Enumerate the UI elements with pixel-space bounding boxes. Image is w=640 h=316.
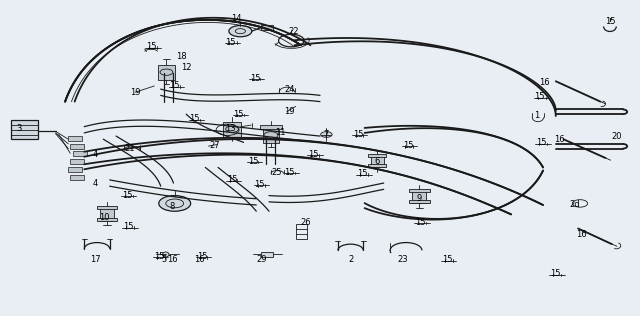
Bar <box>296 224 307 240</box>
Text: 15: 15 <box>146 42 156 51</box>
Bar <box>97 217 117 221</box>
Text: 13: 13 <box>225 124 236 133</box>
Bar <box>157 65 175 80</box>
Text: 15: 15 <box>442 255 452 264</box>
Text: 16: 16 <box>554 135 564 144</box>
Bar <box>70 159 84 164</box>
Text: 15: 15 <box>225 38 236 46</box>
Text: 2: 2 <box>348 255 353 264</box>
Text: 9: 9 <box>416 194 421 203</box>
Bar <box>412 190 426 204</box>
Bar <box>100 208 114 221</box>
Text: 15: 15 <box>170 82 180 90</box>
Text: 16: 16 <box>167 255 177 264</box>
Text: 15: 15 <box>284 167 294 177</box>
Bar <box>262 127 279 143</box>
Bar <box>409 200 429 204</box>
Text: 6: 6 <box>374 157 380 166</box>
Text: 7: 7 <box>324 130 329 139</box>
Text: 19: 19 <box>284 106 294 116</box>
Text: 4: 4 <box>93 150 99 159</box>
Text: 15: 15 <box>250 74 260 82</box>
Bar <box>11 120 38 139</box>
Bar <box>369 164 387 167</box>
Text: 15: 15 <box>197 252 207 261</box>
Text: 17: 17 <box>90 255 101 264</box>
Text: 25: 25 <box>271 167 282 177</box>
Bar <box>73 151 87 156</box>
Circle shape <box>229 26 252 37</box>
Circle shape <box>321 132 332 137</box>
Text: 15: 15 <box>154 252 164 261</box>
Bar <box>223 122 241 137</box>
Text: 15: 15 <box>122 191 133 200</box>
Text: 3: 3 <box>17 124 22 133</box>
Bar <box>68 136 83 141</box>
Text: 15: 15 <box>189 114 200 123</box>
Text: 23: 23 <box>397 255 408 264</box>
Text: 22: 22 <box>288 27 298 36</box>
Text: 10: 10 <box>99 213 110 222</box>
Text: 15: 15 <box>227 175 237 185</box>
Circle shape <box>159 196 191 211</box>
Text: 16: 16 <box>539 78 550 87</box>
Text: 2d: 2d <box>570 200 580 210</box>
Text: 14: 14 <box>230 14 241 23</box>
Text: 15: 15 <box>248 157 259 166</box>
Text: 21: 21 <box>125 144 135 153</box>
Bar <box>260 125 282 129</box>
Text: 12: 12 <box>181 63 191 72</box>
Text: 20: 20 <box>611 131 621 141</box>
Text: 29: 29 <box>256 255 267 264</box>
Text: 5: 5 <box>161 255 166 264</box>
Bar <box>70 143 84 149</box>
Text: 15: 15 <box>403 141 413 150</box>
Text: 15: 15 <box>353 130 364 139</box>
Text: 15: 15 <box>534 92 545 101</box>
Text: 11: 11 <box>275 128 285 137</box>
Ellipse shape <box>163 252 169 257</box>
Bar <box>97 206 117 210</box>
Text: 16: 16 <box>576 230 587 239</box>
Bar <box>409 189 429 192</box>
Bar <box>70 175 84 180</box>
Bar <box>261 25 273 30</box>
Text: 19: 19 <box>130 88 140 97</box>
Text: 16: 16 <box>194 255 204 264</box>
Text: 15: 15 <box>254 180 265 189</box>
Text: 15: 15 <box>358 169 368 178</box>
Text: 15: 15 <box>124 222 134 231</box>
Text: 15: 15 <box>308 150 319 159</box>
Text: 1: 1 <box>534 111 540 120</box>
Text: 15: 15 <box>536 138 547 148</box>
Text: 15: 15 <box>550 270 561 278</box>
Text: 8: 8 <box>170 202 175 211</box>
Bar <box>261 252 273 257</box>
Text: 18: 18 <box>176 52 186 61</box>
Text: 26: 26 <box>301 218 311 227</box>
Bar <box>371 155 384 167</box>
Bar <box>68 167 83 172</box>
Text: 24: 24 <box>285 85 295 94</box>
Text: 15: 15 <box>415 218 426 227</box>
Bar <box>369 154 387 157</box>
Text: 15: 15 <box>605 17 615 26</box>
Text: 27: 27 <box>209 141 220 150</box>
Text: 15: 15 <box>233 110 244 118</box>
Text: 4: 4 <box>93 179 99 188</box>
